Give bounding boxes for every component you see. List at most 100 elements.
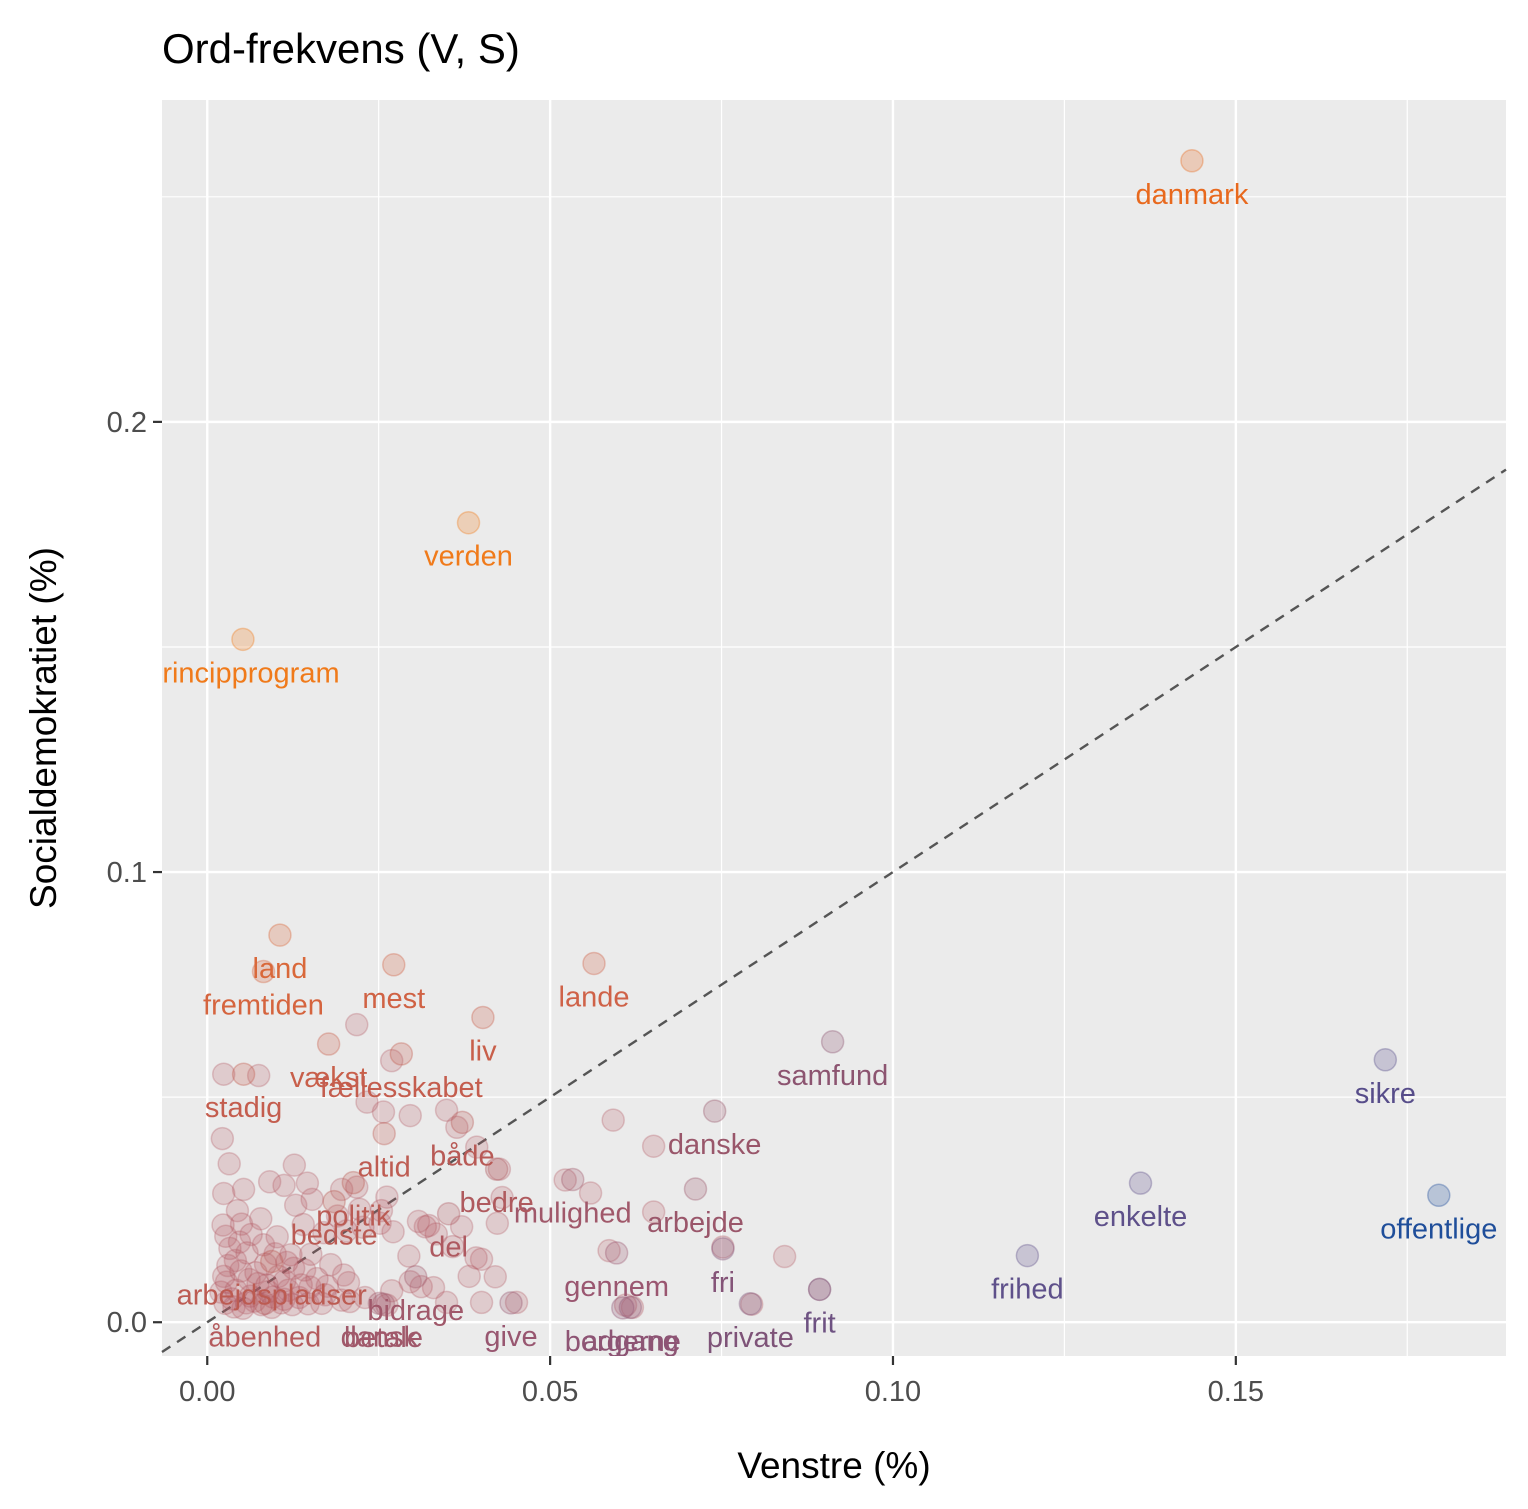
data-point xyxy=(398,1103,422,1128)
word-label-åbenhed: åbenhed xyxy=(208,1321,321,1353)
data-point-gennem xyxy=(604,1241,629,1265)
data-point-bedste xyxy=(322,1189,346,1214)
x-tick-label: 0.15 xyxy=(1208,1376,1264,1408)
word-label-lande: lande xyxy=(559,981,630,1013)
data-point xyxy=(218,1236,242,1261)
data-point xyxy=(269,1291,294,1315)
data-point xyxy=(620,1295,645,1320)
data-point xyxy=(413,1215,438,1239)
word-label-stadig: stadig xyxy=(205,1092,282,1124)
word-label-fri: fri xyxy=(711,1267,735,1299)
data-point-principprogram xyxy=(231,627,255,652)
chart-title: Ord-frekvens (V, S) xyxy=(162,25,520,72)
data-point xyxy=(485,1211,510,1235)
data-point xyxy=(242,1289,267,1313)
word-label-liv: liv xyxy=(469,1035,497,1067)
data-point-vækst xyxy=(316,1032,341,1056)
data-point-land xyxy=(268,923,292,947)
data-point xyxy=(234,1291,259,1315)
data-point xyxy=(353,1285,377,1310)
data-point xyxy=(334,1219,359,1243)
data-point xyxy=(331,1263,356,1287)
data-point xyxy=(369,1198,394,1223)
word-label-gennem: gennem xyxy=(564,1271,669,1303)
word-label-verden: verden xyxy=(424,541,513,573)
word-label-danske: danske xyxy=(668,1129,762,1161)
data-point xyxy=(457,1264,481,1289)
word-label-frihed: frihed xyxy=(991,1274,1064,1306)
data-point-stadig xyxy=(231,1062,256,1086)
word-label-betale: betale xyxy=(344,1322,423,1354)
data-point xyxy=(251,1233,276,1257)
data-point-arbejdspladser xyxy=(259,1249,284,1274)
data-point-borgerne xyxy=(611,1296,635,1320)
data-point xyxy=(398,1269,422,1294)
data-point xyxy=(344,1175,369,1199)
data-point xyxy=(406,1209,431,1234)
data-point xyxy=(222,1295,246,1319)
data-point xyxy=(238,1284,263,1308)
data-point xyxy=(211,1264,236,1289)
data-point xyxy=(305,1266,329,1291)
y-tick-label: 0.1 xyxy=(107,857,147,889)
data-point-give xyxy=(499,1291,523,1315)
word-label-mest: mest xyxy=(362,983,425,1015)
data-point xyxy=(229,1259,253,1283)
y-axis-title: Socialdemokratiet (%) xyxy=(23,547,64,909)
data-points xyxy=(209,149,1451,1321)
data-point xyxy=(237,1267,261,1292)
data-point xyxy=(239,1222,263,1247)
x-tick-label: 0.10 xyxy=(865,1376,921,1408)
data-point-bedre xyxy=(484,1157,509,1181)
data-point xyxy=(772,1244,797,1269)
word-label-samfund: samfund xyxy=(777,1060,888,1092)
data-point xyxy=(300,1187,324,1212)
data-point xyxy=(266,1264,291,1289)
data-point-enkelte xyxy=(1128,1171,1153,1195)
data-point xyxy=(279,1242,303,1267)
data-point xyxy=(272,1269,297,1293)
word-labels: danmark verden principprogram land fremtiden… xyxy=(162,179,1497,1358)
data-point-private xyxy=(738,1292,763,1316)
word-label-politik: politik xyxy=(316,1201,391,1233)
data-point xyxy=(807,1277,832,1302)
y-tick-label: 0.2 xyxy=(107,407,147,439)
plot-panel xyxy=(162,100,1506,1356)
data-point xyxy=(310,1291,334,1316)
data-point xyxy=(338,1289,362,1314)
data-point xyxy=(231,1177,256,1202)
word-label-private: private xyxy=(707,1322,794,1354)
data-point xyxy=(299,1242,323,1267)
word-label-vækst: vækst xyxy=(290,1062,367,1094)
data-point xyxy=(464,1246,488,1270)
data-point xyxy=(409,1274,433,1299)
data-point xyxy=(210,1126,235,1151)
word-label-borgerne: borgerne xyxy=(565,1326,681,1358)
data-point xyxy=(597,1238,621,1263)
data-point-adgang xyxy=(618,1295,643,1320)
word-label-arbejde: arbejde xyxy=(647,1207,744,1239)
word-label-dansk: dansk xyxy=(341,1321,419,1353)
data-point xyxy=(272,1173,296,1198)
data-point xyxy=(249,1292,274,1317)
data-point-politik xyxy=(341,1170,366,1195)
data-point xyxy=(276,1278,300,1303)
data-point xyxy=(440,1234,465,1259)
data-point xyxy=(445,1115,469,1140)
data-point xyxy=(347,1197,372,1221)
data-point xyxy=(235,1241,259,1265)
data-point xyxy=(246,1063,271,1088)
data-point-offentlige xyxy=(1427,1183,1451,1208)
data-point xyxy=(421,1275,446,1300)
data-point xyxy=(469,1247,494,1271)
data-point xyxy=(255,1273,279,1297)
data-point xyxy=(282,1153,307,1177)
data-point xyxy=(375,1293,399,1317)
word-label-fremtiden: fremtiden xyxy=(203,990,324,1022)
x-tick-label: 0.00 xyxy=(179,1376,235,1408)
data-point-arbejde xyxy=(683,1177,708,1201)
word-label-give: give xyxy=(484,1321,537,1353)
data-point xyxy=(379,1278,404,1303)
data-point xyxy=(381,1220,405,1244)
data-point-lande xyxy=(582,951,606,976)
